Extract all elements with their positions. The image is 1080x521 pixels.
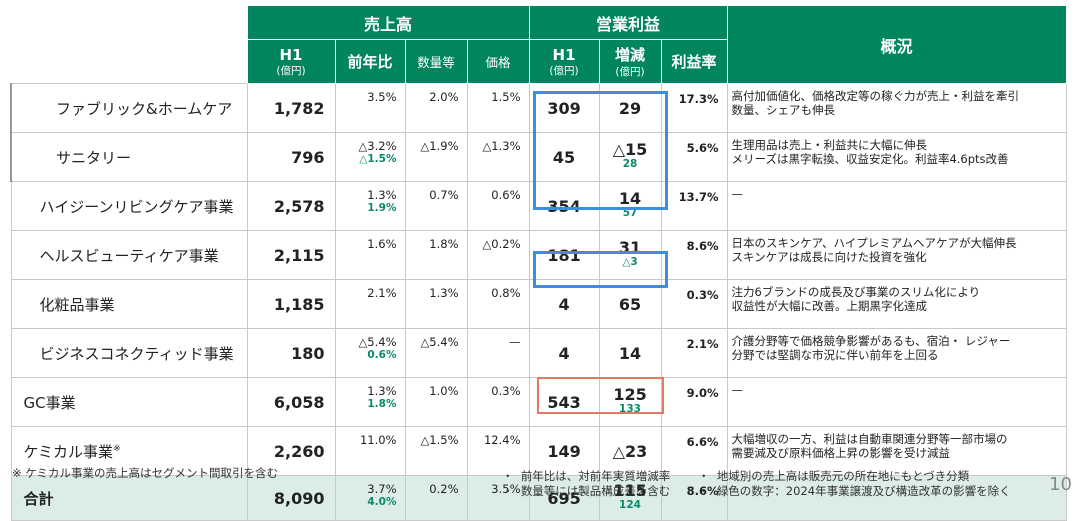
sales-value: 6,058 [246,377,336,427]
yoy-value: 1.6% [334,230,406,280]
table-row: ハイジーンリビングケア事業 2,578 1.3% 1.9% 0.7% 0.6% 354 14 5… [10,181,1067,231]
sales-value: 1,185 [246,279,336,329]
sales-value: 2,115 [246,230,336,280]
yoy-value: △3.2% △1.5% [334,132,406,182]
yoy-value: 3.5% [334,83,406,133]
yoy-value: 3.7% 4.0% [334,475,406,521]
table-row: ファブリック&ホームケア 1,782 3.5% 2.0% 1.5% 309 29 17.3% 高… [10,83,1067,133]
header-volume: 数量等 [404,39,468,84]
header-overview: 概況 [726,5,1067,84]
op-value: 4 [528,328,600,378]
margin-value: 5.6% [660,132,728,182]
yoy-value: △5.4% 0.6% [334,328,406,378]
sales-value: 2,578 [246,181,336,231]
margin-value: 17.3% [660,83,728,133]
table-row: GC事業 6,058 1.3% 1.8% 1.0% 0.3% 543 125 133 9.0% — [10,377,1067,427]
yoy-value: 1.3% 1.9% [334,181,406,231]
page-number: 10 [1049,474,1072,495]
footnote-volume: ・ 数量等には製品構成差を含む [502,484,671,498]
table-row: ケミカル事業※ 2,260 11.0% △1.5% 12.4% 149 △23 6.6% 大幅増… [10,426,1067,476]
margin-value: 2.1% [660,328,728,378]
overview-text: 大幅増収の一方、利益は自動車関連分野等一部市場の 需要減及び原料価格上昇の影響を受… [726,426,1067,476]
op-value: 45 [528,132,600,182]
table-row: サニタリー 796 △3.2% △1.5% △1.9% △1.3% 45 △15 28 5.6% 生… [10,132,1067,182]
footnote-region: ・ 地域別の売上高は販売元の所在地にもとづき分類 [698,469,970,483]
price-value: △1.3% [466,132,530,182]
segment-name: 合計 [10,475,248,521]
price-value: 1.5% [466,83,530,133]
overview-text: — [726,377,1067,427]
op-change-value: △15 28 [598,132,662,182]
sales-value: 796 [246,132,336,182]
op-change-value: 14 [598,328,662,378]
segment-name: ヘルスビューティケア事業 [10,230,248,280]
yoy-value: 11.0% [334,426,406,476]
sales-value: 1,782 [246,83,336,133]
volume-value: 1.3% [404,279,468,329]
volume-value: 0.7% [404,181,468,231]
footnote-yoy: ・ 前年比は、対前年実質増減率 [502,469,671,483]
margin-value: 0.3% [660,279,728,329]
sales-value: 2,260 [246,426,336,476]
volume-value: 2.0% [404,83,468,133]
margin-value: 9.0% [660,377,728,427]
price-value: — [466,328,530,378]
volume-value: 1.8% [404,230,468,280]
price-value: 0.3% [466,377,530,427]
segment-name: ケミカル事業※ [10,426,248,476]
header-margin: 利益率 [660,39,728,84]
overview-text: 生理用品は売上・利益共に大幅に伸長 メリーズは黒字転換、収益安定化。利益率4.6p… [726,132,1067,182]
volume-value: 0.2% [404,475,468,521]
volume-value: 1.0% [404,377,468,427]
segment-results-table: 売上高 営業利益 概況 H1 (億円) 前年比 数量等 価格 H1 (億円) 増減(… [10,5,1067,521]
yoy-value: 2.1% [334,279,406,329]
op-value: 543 [528,377,600,427]
segment-name: ハイジーンリビングケア事業 [10,181,248,231]
header-yoy: 前年比 [334,39,406,84]
segment-name: ビジネスコネクティッド事業 [10,328,248,378]
margin-value: 8.6% [660,230,728,280]
overview-text: 日本のスキンケア、ハイプレミアムヘアケアが大幅伸長 スキンケアは成長に向けた投資を… [726,230,1067,280]
footnote-bullets-right: ・ 地域別の売上高は販売元の所在地にもとづき分類 ・ 緑色の数字：2024年事業… [698,469,1011,499]
header-change: 増減 (億円) [598,39,662,84]
segment-name: GC事業 [10,377,248,427]
table-row: 化粧品事業 1,185 2.1% 1.3% 0.8% 4 65 0.3% 注力6ブランドの成長及… [10,279,1067,329]
sales-value: 180 [246,328,336,378]
overview-text: — [726,181,1067,231]
op-change-value: 125 133 [598,377,662,427]
segment-name: ファブリック&ホームケア [10,83,248,133]
price-value: △0.2% [466,230,530,280]
header-sales-h1: H1 (億円) [246,39,336,84]
header-op-group: 営業利益 [528,5,728,40]
op-value: 354 [528,181,600,231]
header-blank [11,5,247,84]
footnote-chemical: ※ ケミカル事業の売上高はセグメント間取引を含む [12,466,278,480]
segment-results-table-wrap: 売上高 営業利益 概況 H1 (億円) 前年比 数量等 価格 H1 (億円) 増減(… [10,5,1067,521]
volume-value: △5.4% [404,328,468,378]
header-sales-group: 売上高 [246,5,530,40]
overview-text: 高付加価値化、価格改定等の稼ぐ力が売上・利益を牽引 数量、シェアも伸長 [726,83,1067,133]
price-value: 12.4% [466,426,530,476]
highlight-box-hygiene [533,91,668,210]
price-value: 0.8% [466,279,530,329]
price-value: 0.6% [466,181,530,231]
volume-value: △1.9% [404,132,468,182]
highlight-box-cosmetics [533,251,668,288]
sales-value: 8,090 [246,475,336,521]
highlight-box-chemical [537,377,664,414]
header-op-h1: H1 (億円) [528,39,600,84]
overview-text: 注力6ブランドの成長及び事業のスリム化により 収益性が大幅に改善。上期黒字化達成 [726,279,1067,329]
segment-name: サニタリー [10,132,248,182]
table-row: ビジネスコネクティッド事業 180 △5.4% 0.6% △5.4% —4 14 2.1% 介護… [10,328,1067,378]
footnote-bullets-left: ・ 前年比は、対前年実質増減率 ・ 数量等には製品構成差を含む [502,469,670,499]
volume-value: △1.5% [404,426,468,476]
yoy-value: 1.3% 1.8% [334,377,406,427]
header-price: 価格 [466,39,530,84]
footnote-green-numbers: ・ 緑色の数字：2024年事業譲渡及び構造改革の影響を除く [698,484,1011,498]
segment-name: 化粧品事業 [10,279,248,329]
op-change-value: △23 [598,426,662,476]
margin-value: 13.7% [660,181,728,231]
overview-text: 介護分野等で価格競争影響があるも、宿泊・ レジャー 分野では堅調な市況に伴い前年を… [726,328,1067,378]
